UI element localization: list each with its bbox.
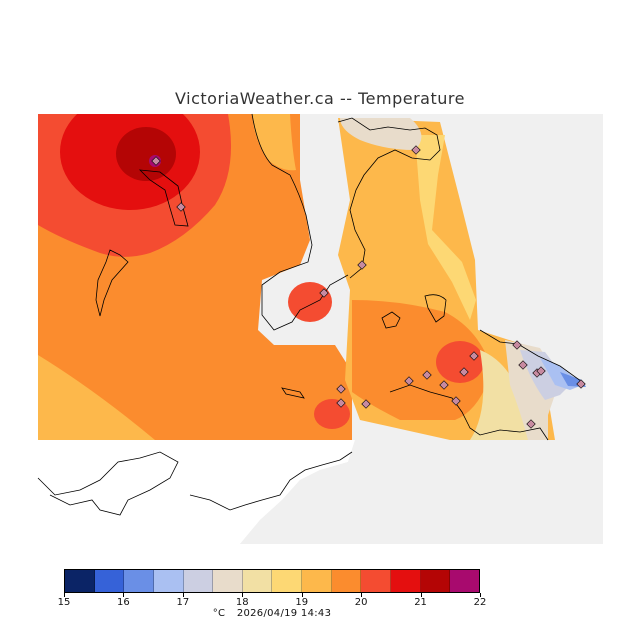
no-data-water [240,440,603,544]
colorbar-tick-mark [123,593,125,597]
temperature-zone-21-5 [116,127,176,181]
temperature-zone-19-sw [38,355,155,440]
colorbar-segment [361,570,392,592]
temperature-zone-17-se [520,350,575,400]
colorbar-tick-label: 22 [473,597,487,608]
colorbar-segment [420,570,451,592]
colorbar-tick-mark [480,593,481,597]
station-marker [422,370,432,380]
colorbar-segment [94,570,125,592]
colorbar-segment [331,570,362,592]
colorbar-tick-label: 18 [235,597,249,608]
coastlines [37,113,586,516]
colorbar-tick-mark [361,593,363,597]
colorbar-segment [272,570,303,592]
station-marker [176,202,186,212]
station-marker [518,360,528,370]
colorbar-tick-label: 19 [295,597,309,608]
station-marker [357,260,367,270]
colorbar-tick-mark [242,593,244,597]
station-marker [512,340,522,350]
colorbar-tick-label: 20 [354,597,368,608]
station-marker [411,145,421,155]
legend-footer: °C 2026/04/19 14:43 [0,608,544,619]
colorbar-tick-label: 15 [57,597,71,608]
temperature-zone-20-21-south [436,341,484,383]
colorbar-tick-mark [182,593,184,597]
temperature-zone-19-20-south [352,300,492,420]
coastline-olympic-south [189,451,353,511]
station-marker [536,366,546,376]
colorbar-segment [242,570,273,592]
station-marker [469,351,479,361]
colorbar-tick-label: 17 [176,597,190,608]
station-marker [459,367,469,377]
station-marker [439,380,449,390]
temperature-zone-18-north [340,118,422,150]
coastline-east-inlet [479,329,586,385]
no-data-landmass [38,440,355,544]
station-marker [336,398,346,408]
colorbar-segment [153,570,184,592]
colorbar-segment [183,570,214,592]
station-marker [319,288,329,298]
legend-unit: °C [212,608,226,619]
coastline-islands-central [381,311,401,329]
temperature-zone-20-21-center [288,282,332,322]
timestamp: 2026/04/19 14:43 [236,608,332,619]
colorbar-tick-label: 16 [117,597,130,608]
coastline-saanich [389,384,549,441]
station-marker [151,156,161,166]
colorbar-segment [302,570,332,592]
station-markers [151,145,586,429]
map-title: VictoriaWeather.ca -- Temperature [175,89,465,108]
coastline-mainland [337,117,441,279]
station-marker [576,379,586,389]
station-marker [526,419,536,429]
station-marker [451,396,461,406]
station-marker [336,384,346,394]
colorbar-tick-mark [420,593,422,597]
temperature-zone-19-top [252,114,296,171]
temperature-zone-18-19-east [415,135,476,320]
colorbar-segment [391,570,421,592]
colorbar-segment [65,570,95,592]
temperature-colorbar [64,569,480,593]
colorbar-tick-label: 21 [414,597,427,608]
colorbar-segment [124,570,154,592]
colorbar-segment [450,570,479,592]
coastline-islands-east [424,294,447,323]
coastline-vancouver-island [251,113,349,331]
coastline-west-peninsula [95,249,129,317]
coastline-olympic [37,451,179,516]
station-marker [361,399,371,409]
colorbar-segment [213,570,243,592]
coastline-nw-inlet [138,169,189,227]
station-marker [404,376,414,386]
colorbar-tick-mark [64,593,65,597]
coastline-jetty [281,387,305,399]
colorbar-tick-mark [301,593,303,597]
